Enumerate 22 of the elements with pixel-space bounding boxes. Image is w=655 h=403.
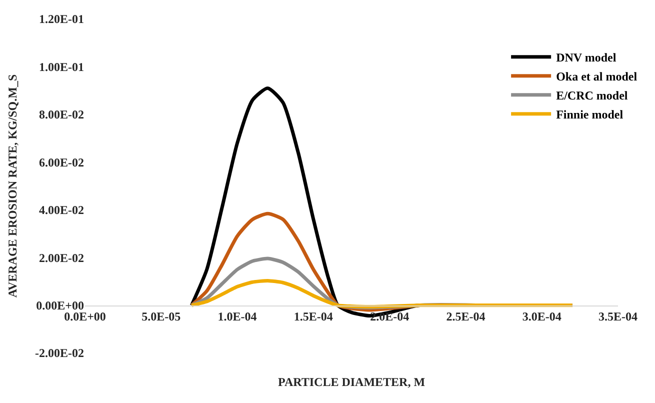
y-axis-title: AVERAGE EROSION RATE, KG/SQ.M_S (5, 74, 20, 298)
line-series (190, 278, 574, 308)
x-tick-label: 0.0E+00 (64, 310, 106, 324)
x-axis-title: PARTICLE DIAMETER, M (278, 375, 426, 389)
y-tick-label: -2.00E-02 (35, 346, 84, 360)
legend-label: Oka et al model (556, 70, 638, 84)
x-tick-label: 1.0E-04 (218, 310, 257, 324)
y-tick-label: 1.20E-01 (39, 12, 84, 26)
x-tick-label: 3.5E-04 (598, 310, 638, 324)
y-tick-label: 2.00E-02 (39, 250, 84, 265)
legend-label: Finnie model (556, 108, 624, 122)
y-tick-label: 6.00E-02 (39, 155, 84, 170)
y-tick-label: 8.00E-02 (39, 108, 84, 122)
legend-label: DNV model (556, 50, 617, 65)
y-tick-label: 1.00E-01 (39, 60, 84, 74)
x-tick-label: 3.0E-04 (522, 310, 562, 324)
y-tick-label: 0.00E+00 (36, 298, 84, 312)
x-tick-label: 2.5E-04 (446, 310, 486, 324)
y-tick-label: 4.00E-02 (39, 203, 84, 218)
x-tick-label: 1.5E-04 (294, 310, 333, 324)
legend-label: E/CRC model (556, 88, 628, 103)
x-tick-label: 5.0E-05 (142, 310, 181, 324)
